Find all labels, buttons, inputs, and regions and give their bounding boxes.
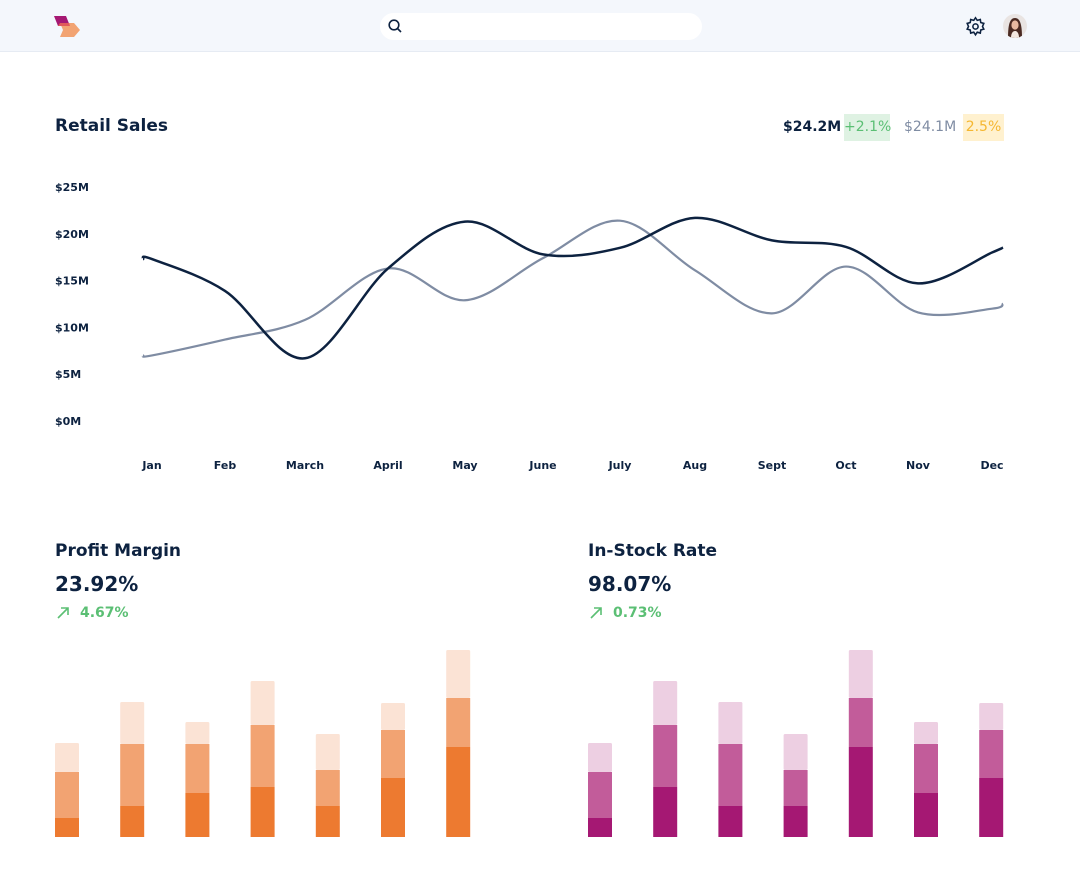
- bar-segment: [653, 725, 678, 787]
- bar-segment: [55, 743, 79, 772]
- bar-segment: [250, 725, 275, 787]
- y-tick-label: $10M: [55, 321, 89, 334]
- profit-margin-change: 4.67%: [80, 605, 129, 621]
- x-tick-label: Dec: [980, 459, 1003, 472]
- search-input[interactable]: [380, 13, 702, 40]
- profit-margin-value: 23.92%: [55, 572, 139, 596]
- profit-margin-bar-chart: [55, 650, 471, 837]
- bar-segment: [446, 650, 471, 698]
- bar-segment: [783, 734, 808, 770]
- bar-segment: [783, 806, 808, 837]
- bar-segment: [914, 793, 938, 837]
- y-tick-label: $25M: [55, 181, 89, 194]
- arrow-up-right-icon: [57, 607, 69, 619]
- bar-segment: [588, 743, 612, 772]
- bar-segment: [914, 722, 938, 744]
- bar-segment: [381, 703, 405, 730]
- y-tick-label: $15M: [55, 275, 89, 288]
- x-tick-label: Aug: [683, 459, 707, 472]
- bar-segment: [315, 734, 340, 770]
- bar-segment: [653, 787, 678, 837]
- bar-segment: [848, 747, 873, 837]
- retail-sales-title: Retail Sales: [55, 116, 168, 136]
- profit-margin-title: Profit Margin: [55, 541, 182, 561]
- bar-segment: [185, 722, 210, 744]
- x-tick-label: July: [608, 459, 632, 472]
- bar-segment: [381, 778, 405, 837]
- x-tick-label: Oct: [835, 459, 856, 472]
- user-avatar[interactable]: [1003, 14, 1027, 38]
- previous-sales: $24.1M: [904, 119, 957, 135]
- series-line-previous: [141, 219, 1004, 358]
- bar-segment: [381, 730, 405, 778]
- x-tick-label: May: [452, 459, 477, 472]
- in-stock-value: 98.07%: [588, 572, 672, 596]
- arrow-up-right-icon: [590, 607, 602, 619]
- bar-segment: [718, 702, 743, 744]
- bar-segment: [979, 703, 1004, 730]
- y-tick-label: $5M: [55, 368, 81, 381]
- bar-segment: [588, 818, 612, 837]
- bar-segment: [250, 787, 275, 837]
- x-tick-label: Feb: [214, 459, 237, 472]
- y-tick-label: $20M: [55, 228, 89, 241]
- logo[interactable]: [54, 16, 82, 38]
- top-bar: [0, 0, 1080, 52]
- bar-segment: [783, 770, 808, 806]
- gear-icon[interactable]: [965, 16, 986, 37]
- bar-segment: [315, 770, 340, 806]
- previous-change-badge: 2.5%: [963, 114, 1004, 141]
- bar-segment: [446, 698, 471, 747]
- bar-segment: [446, 747, 471, 837]
- current-change-badge: +2.1%: [844, 114, 891, 141]
- current-sales: $24.2M: [783, 119, 842, 135]
- bar-segment: [185, 744, 210, 793]
- bar-segment: [55, 818, 79, 837]
- x-tick-label: Sept: [758, 459, 787, 472]
- bar-segment: [848, 650, 873, 698]
- in-stock-title: In-Stock Rate: [588, 541, 718, 561]
- series-line-current: [141, 216, 1004, 360]
- bar-segment: [120, 806, 145, 837]
- search-icon: [388, 19, 402, 33]
- x-tick-label: Nov: [906, 459, 931, 472]
- x-tick-label: Jan: [141, 459, 161, 472]
- bar-segment: [653, 681, 678, 725]
- bar-segment: [848, 698, 873, 747]
- x-tick-label: April: [373, 459, 402, 472]
- bar-segment: [718, 744, 743, 806]
- in-stock-bar-chart: [588, 650, 1004, 837]
- retail-sales-chart: $0M $5M $10M $15M $20M $25M Jan Feb March April Ma…: [55, 181, 1004, 472]
- in-stock-change: 0.73%: [613, 605, 662, 621]
- bar-segment: [185, 793, 210, 837]
- y-tick-label: $0M: [55, 415, 81, 428]
- bar-segment: [979, 730, 1004, 778]
- bar-segment: [718, 806, 743, 837]
- x-tick-label: June: [528, 459, 556, 472]
- bar-segment: [914, 744, 938, 793]
- bar-segment: [55, 772, 79, 818]
- bar-segment: [588, 772, 612, 818]
- x-tick-label: March: [286, 459, 324, 472]
- bar-segment: [120, 744, 145, 806]
- bar-segment: [250, 681, 275, 725]
- bar-segment: [120, 702, 145, 744]
- bar-segment: [979, 778, 1004, 837]
- bar-segment: [315, 806, 340, 837]
